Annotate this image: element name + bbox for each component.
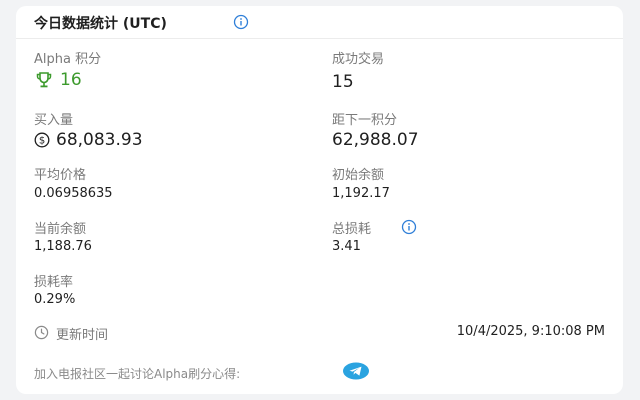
- alpha-points-value: 16: [60, 70, 82, 90]
- successful-trades-value: 15: [332, 72, 354, 92]
- buy-volume-label: 买入量: [34, 113, 74, 128]
- initial-balance-label: 初始余额: [332, 168, 385, 183]
- current-balance-value: 1,188.76: [34, 239, 92, 254]
- loss-rate-value: 0.29%: [34, 292, 76, 307]
- trophy-icon: [36, 72, 52, 88]
- loss-rate-label: 损耗率: [34, 275, 74, 290]
- initial-balance-value: 1,192.17: [332, 186, 390, 201]
- card-title: 今日数据统计 (UTC): [34, 16, 167, 32]
- current-balance-label: 当前余额: [34, 222, 87, 237]
- telegram-icon[interactable]: [342, 362, 370, 380]
- card-header: 今日数据统计 (UTC): [16, 6, 623, 39]
- successful-trades-label: 成功交易: [332, 52, 385, 67]
- community-text: 加入电报社区一起讨论Alpha刷分心得:: [34, 367, 241, 381]
- average-price-value: 0.06958635: [34, 186, 113, 201]
- svg-text:$: $: [39, 136, 45, 147]
- update-timestamp: 10/4/2025, 9:10:08 PM: [456, 324, 605, 339]
- total-loss-value: 3.41: [332, 239, 361, 254]
- to-next-point-value: 62,988.07: [332, 130, 419, 150]
- total-loss-info-icon[interactable]: [401, 219, 417, 235]
- total-loss-label: 总损耗: [332, 222, 372, 237]
- to-next-point-label: 距下一积分: [332, 113, 398, 128]
- buy-volume-value: 68,083.93: [56, 130, 143, 150]
- average-price-label: 平均价格: [34, 168, 87, 183]
- dollar-circle-icon: $: [34, 132, 50, 148]
- alpha-points-value-row: 16: [34, 70, 82, 90]
- clock-icon: [34, 325, 49, 340]
- info-icon[interactable]: [233, 14, 249, 30]
- stats-card: 今日数据统计 (UTC) Alpha 积分 16 成功交易 15 买入量 $ 6…: [16, 6, 623, 394]
- alpha-points-label: Alpha 积分: [34, 52, 102, 67]
- buy-volume-value-row: $ 68,083.93: [34, 130, 143, 150]
- update-time-label: 更新时间: [56, 328, 109, 343]
